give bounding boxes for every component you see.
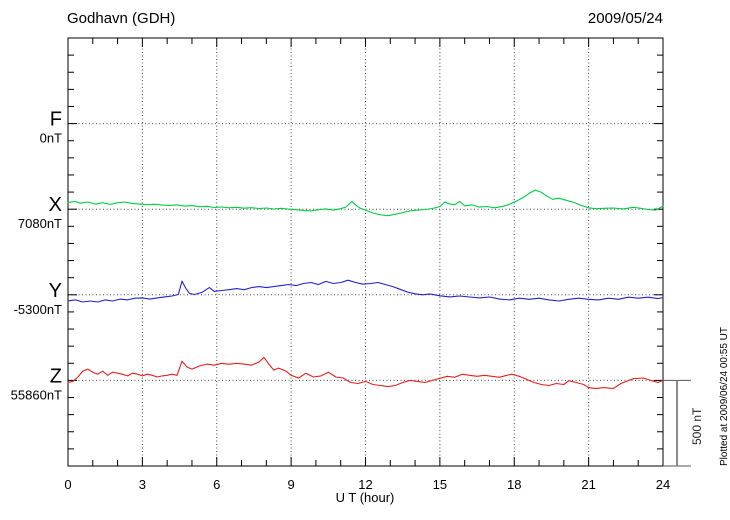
axis-ticks: [67, 38, 664, 466]
trace-baseline-value-Y: -5300nT: [14, 302, 62, 317]
trace-Z: [67, 356, 664, 390]
trace-X: [67, 189, 664, 217]
trace-Y: [67, 279, 664, 303]
hour-label-3: 3: [139, 477, 146, 492]
plot-date: 2009/05/24: [588, 10, 663, 27]
x-axis-label: U T (hour): [336, 490, 395, 505]
hour-label-18: 18: [507, 477, 521, 492]
trace-letter-Y: Y: [49, 280, 62, 302]
hour-labels: 0 3 6 9 12 15 18 21 24: [64, 477, 670, 492]
trace-baseline-value-Z: 55860nT: [11, 387, 62, 402]
hour-label-9: 9: [288, 477, 295, 492]
hour-label-6: 6: [213, 477, 220, 492]
hour-label-12: 12: [358, 477, 372, 492]
hour-label-0: 0: [64, 477, 71, 492]
trace-baseline-value-X: 7080nT: [18, 216, 62, 231]
hour-label-21: 21: [581, 477, 595, 492]
trace-baseline-value-F: 0nT: [40, 131, 62, 146]
plotted-at-note: Plotted at 2009/06/24 00:55 UT: [719, 327, 730, 466]
gridlines: [68, 38, 663, 466]
hour-label-24: 24: [656, 477, 670, 492]
hour-label-15: 15: [433, 477, 447, 492]
trace-letter-F: F: [50, 109, 62, 131]
scale-bar: 500 nT: [663, 379, 704, 467]
trace-letter-X: X: [49, 194, 62, 216]
trace-letter-Z: Z: [50, 365, 62, 387]
trace-lines: [67, 189, 664, 390]
scale-bar-label: 500 nT: [690, 407, 704, 445]
plot-title: Godhavn (GDH): [67, 10, 175, 27]
